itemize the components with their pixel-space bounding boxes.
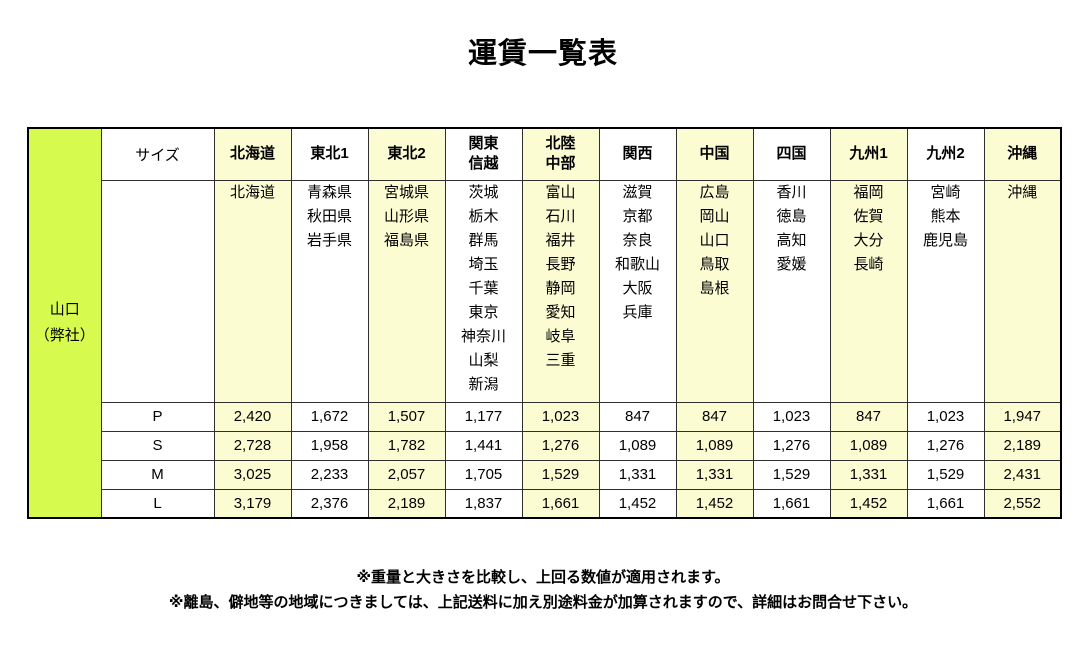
rate-cell: 1,089 — [829, 430, 908, 461]
rate-cell: 2,431 — [983, 459, 1062, 490]
rate-cell: 1,023 — [752, 401, 831, 432]
region-header-kanto-shinetsu: 関東 信越 — [444, 127, 523, 181]
rate-cell: 1,837 — [444, 488, 523, 519]
rate-cell: 1,331 — [598, 459, 677, 490]
rate-cell: 2,420 — [213, 401, 292, 432]
rate-cell: 1,661 — [521, 488, 600, 519]
prefectures-kyushu1: 福岡 佐賀 大分 長崎 — [829, 179, 908, 403]
size-blank-cell — [100, 179, 215, 403]
rate-cell: 1,705 — [444, 459, 523, 490]
page-title: 運賃一覧表 — [467, 38, 618, 70]
region-header-shikoku: 四国 — [752, 127, 831, 181]
region-header-okinawa: 沖縄 — [983, 127, 1062, 181]
rate-cell: 2,189 — [367, 488, 446, 519]
rate-cell: 1,529 — [906, 459, 985, 490]
rate-cell: 1,089 — [598, 430, 677, 461]
rate-cell: 2,376 — [290, 488, 369, 519]
region-header-kansai: 関西 — [598, 127, 677, 181]
rate-cell: 847 — [675, 401, 754, 432]
note-remote-islands: ※離島、僻地等の地域につきましては、上記送料に加え別途料金が加算されますので、詳… — [168, 594, 918, 611]
rate-cell: 1,661 — [752, 488, 831, 519]
rate-cell: 847 — [598, 401, 677, 432]
rate-cell: 1,661 — [906, 488, 985, 519]
rate-cell: 1,276 — [906, 430, 985, 461]
size-label: S — [100, 430, 215, 461]
rate-cell: 1,276 — [521, 430, 600, 461]
rate-cell: 2,233 — [290, 459, 369, 490]
rate-cell: 1,452 — [675, 488, 754, 519]
size-label: L — [100, 488, 215, 519]
rate-cell: 2,552 — [983, 488, 1062, 519]
rate-cell: 1,276 — [752, 430, 831, 461]
rate-cell: 1,782 — [367, 430, 446, 461]
rate-cell: 1,529 — [521, 459, 600, 490]
rate-cell: 1,672 — [290, 401, 369, 432]
rate-cell: 1,441 — [444, 430, 523, 461]
region-header-tohoku1: 東北1 — [290, 127, 369, 181]
size-header-cell: サイズ — [100, 127, 215, 181]
rate-cell: 1,452 — [829, 488, 908, 519]
rate-cell: 1,958 — [290, 430, 369, 461]
region-header-hokkaido: 北海道 — [213, 127, 292, 181]
prefectures-shikoku: 香川 徳島 高知 愛媛 — [752, 179, 831, 403]
prefectures-chugoku: 広島 岡山 山口 鳥取 島根 — [675, 179, 754, 403]
prefectures-tohoku1: 青森県 秋田県 岩手県 — [290, 179, 369, 403]
origin-cell: 山口 （弊社） — [27, 127, 102, 519]
rate-cell: 1,529 — [752, 459, 831, 490]
rate-cell: 847 — [829, 401, 908, 432]
rate-row-p: P 2,420 1,672 1,507 1,177 1,023 847 847 … — [28, 401, 1062, 432]
rate-cell: 1,947 — [983, 401, 1062, 432]
prefectures-kanto-shinetsu: 茨城 栃木 群馬 埼玉 千葉 東京 神奈川 山梨 新潟 — [444, 179, 523, 403]
rate-cell: 2,189 — [983, 430, 1062, 461]
prefectures-kyushu2: 宮崎 熊本 鹿児島 — [906, 179, 985, 403]
rate-cell: 1,331 — [675, 459, 754, 490]
prefectures-kansai: 滋賀 京都 奈良 和歌山 大阪 兵庫 — [598, 179, 677, 403]
prefectures-hokkaido: 北海道 — [213, 179, 292, 403]
prefectures-hokuriku-chubu: 富山 石川 福井 長野 静岡 愛知 岐阜 三重 — [521, 179, 600, 403]
rate-cell: 1,177 — [444, 401, 523, 432]
rate-row-m: M 3,025 2,233 2,057 1,705 1,529 1,331 1,… — [28, 459, 1062, 490]
rate-cell: 1,089 — [675, 430, 754, 461]
region-header-kyushu2: 九州2 — [906, 127, 985, 181]
rate-cell: 2,728 — [213, 430, 292, 461]
rate-cell: 2,057 — [367, 459, 446, 490]
prefecture-row: 北海道 青森県 秋田県 岩手県 宮城県 山形県 福島県 茨城 栃木 群馬 埼玉 … — [28, 179, 1062, 403]
region-header-kyushu1: 九州1 — [829, 127, 908, 181]
rate-row-s: S 2,728 1,958 1,782 1,441 1,276 1,089 1,… — [28, 430, 1062, 461]
rate-cell: 1,507 — [367, 401, 446, 432]
footer-notes: ※重量と大きさを比較し、上回る数値が適用されます。 ※離島、僻地等の地域につきま… — [0, 565, 1086, 615]
rate-cell: 3,179 — [213, 488, 292, 519]
rate-cell: 3,025 — [213, 459, 292, 490]
prefectures-okinawa: 沖縄 — [983, 179, 1062, 403]
table-header-row: 山口 （弊社） サイズ 北海道 東北1 東北2 関東 信越 北陸 中部 関西 中… — [27, 127, 1062, 519]
note-weight-comparison: ※重量と大きさを比較し、上回る数値が適用されます。 — [356, 569, 730, 586]
region-header-tohoku2: 東北2 — [367, 127, 446, 181]
size-label: P — [100, 401, 215, 432]
rate-row-l: L 3,179 2,376 2,189 1,837 1,661 1,452 1,… — [28, 488, 1062, 519]
region-header-chugoku: 中国 — [675, 127, 754, 181]
region-header-hokuriku-chubu: 北陸 中部 — [521, 127, 600, 181]
rate-cell: 1,452 — [598, 488, 677, 519]
prefectures-tohoku2: 宮城県 山形県 福島県 — [367, 179, 446, 403]
size-label: M — [100, 459, 215, 490]
rate-cell: 1,331 — [829, 459, 908, 490]
fare-table: 山口 （弊社） サイズ 北海道 東北1 東北2 関東 信越 北陸 中部 関西 中… — [27, 127, 1062, 519]
rate-cell: 1,023 — [906, 401, 985, 432]
rate-cell: 1,023 — [521, 401, 600, 432]
